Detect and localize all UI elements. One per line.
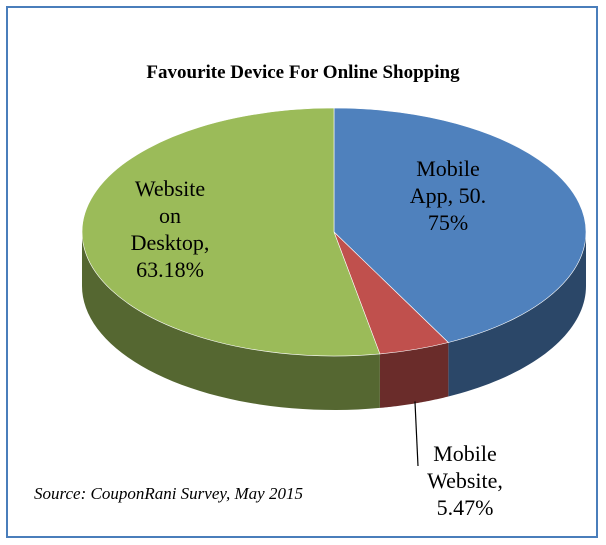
leader-line-mobile-website	[414, 401, 419, 467]
slice-label-website-on-desktop: Website on Desktop, 63.18%	[130, 176, 210, 282]
pie-slice-mobile-app	[333, 107, 587, 343]
pie-tops	[81, 107, 587, 357]
slice-label-mobile-website: Mobile Website, 5.47%	[427, 441, 503, 520]
pie-side-mobile-website	[379, 342, 449, 408]
pie-side-website-on-desktop	[82, 232, 380, 410]
chart-title: Favourite Device For Online Shopping	[146, 62, 460, 83]
pie-side-mobile-app	[448, 232, 586, 397]
source-note: Source: CouponRani Survey, May 2015	[34, 484, 303, 503]
pie-slice-website-on-desktop	[81, 107, 381, 357]
pie-sides	[82, 232, 586, 410]
slice-label-mobile-app: Mobile App, 50. 75%	[409, 156, 487, 235]
